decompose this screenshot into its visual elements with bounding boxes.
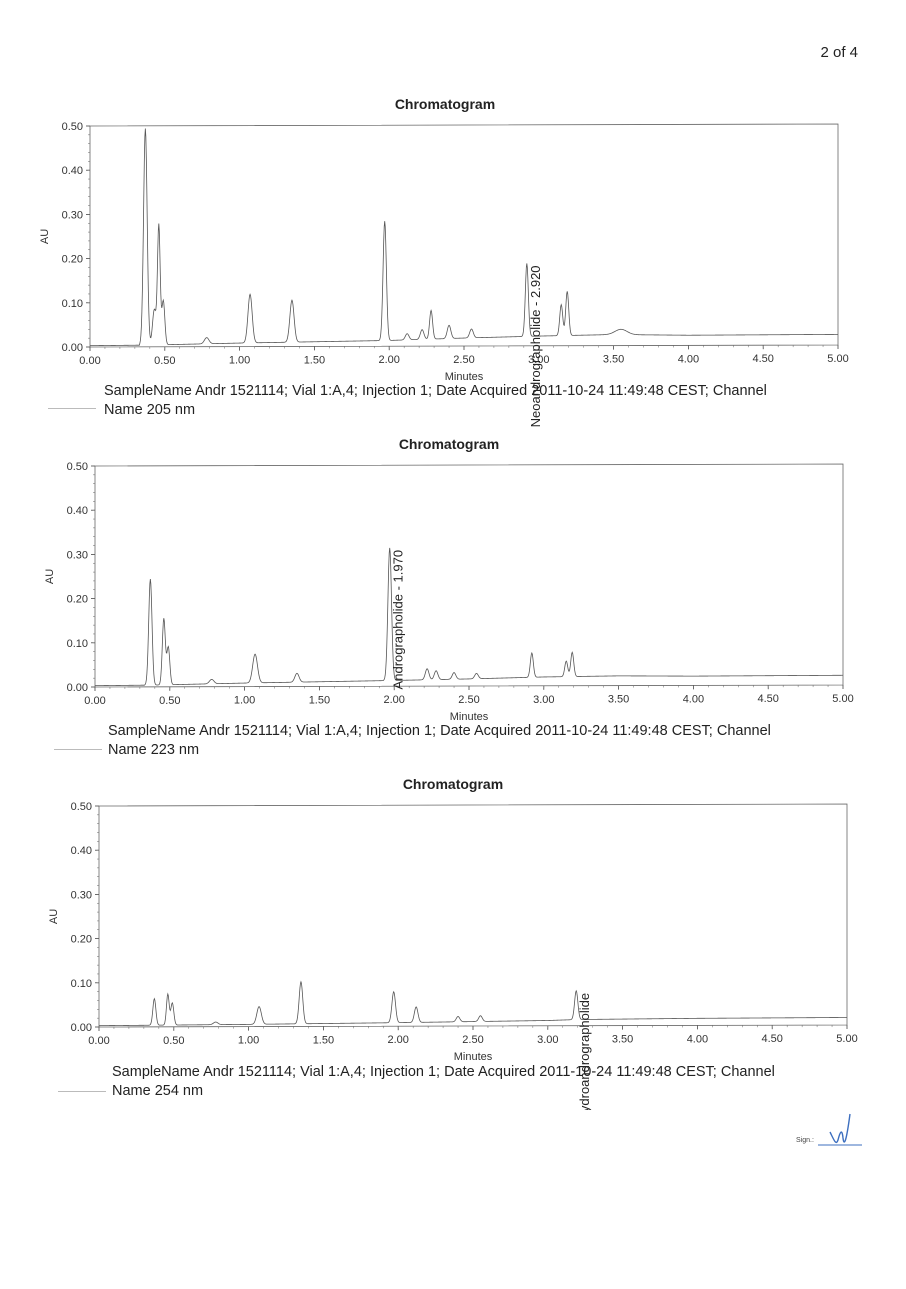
chromatogram-trace [99, 980, 847, 1027]
legend-line-sample [48, 408, 96, 409]
x-tick-label: 3.50 [612, 1034, 633, 1046]
signature-label: Sign.: [796, 1137, 814, 1144]
y-tick-label: 0.20 [71, 934, 92, 946]
chart-svg: Chromatogram 0.00 0.10 0.20 0.30 0.40 0.50 0.00… [48, 776, 858, 1110]
legend-caption: SampleName Andr 1521114; Vial 1:A,4; Inj… [112, 1063, 775, 1101]
signature-block: Sign.: [796, 1110, 866, 1150]
x-tick-label: 4.00 [678, 353, 699, 365]
y-tick-label: 0.40 [67, 505, 88, 517]
y-tick-label: 0.00 [67, 682, 88, 694]
x-tick-label: 1.00 [234, 695, 255, 707]
x-tick-label: 5.00 [836, 1033, 857, 1045]
x-tick-label: 0.50 [159, 695, 180, 707]
x-tick-label: 3.50 [608, 694, 629, 706]
chart-title: Chromatogram [395, 96, 495, 112]
peak-annotation: Andrographolide - 1.970 [391, 550, 406, 690]
y-axis-label: AU [39, 229, 51, 244]
x-tick-label: 2.50 [458, 694, 479, 706]
y-tick-label: 0.10 [62, 298, 83, 310]
legend-line-sample [54, 749, 102, 750]
y-tick-label: 0.50 [62, 121, 83, 133]
signature-mark [818, 1113, 862, 1146]
chart-title: Chromatogram [403, 776, 503, 792]
x-axis-label: Minutes [445, 371, 484, 383]
legend-text-line1: SampleName Andr 1521114; Vial 1:A,4; Inj… [104, 383, 767, 399]
legend-text-line2: Name 254 nm [112, 1083, 204, 1099]
y-tick-label: 0.10 [71, 978, 92, 990]
x-tick-label: 3.00 [537, 1034, 558, 1046]
x-tick-label: 4.50 [761, 1033, 782, 1045]
legend-text-line1: SampleName Andr 1521114; Vial 1:A,4; Inj… [112, 1064, 775, 1080]
y-tick-label: 0.50 [67, 461, 88, 473]
x-tick-label: 2.00 [383, 694, 404, 706]
x-tick-label: 2.50 [462, 1034, 483, 1046]
y-tick-label: 0.40 [62, 165, 83, 177]
chromatogram-254nm: Chromatogram 0.00 0.10 0.20 0.30 0.40 0.50 0.00… [0, 770, 906, 1110]
chromatogram-223nm: Chromatogram 0.00 0.10 0.20 0.30 0.40 0.50 0.00… [0, 430, 906, 770]
x-tick-label: 3.00 [528, 354, 549, 366]
x-tick-label: 0.00 [88, 1035, 109, 1047]
y-tick-label: 0.40 [71, 845, 92, 857]
x-tick-label: 2.50 [453, 354, 474, 366]
peak-annotation: Deoxy-didehydroandrographolide [577, 993, 592, 1110]
x-tick-label: 0.00 [84, 695, 105, 707]
y-axis-label: AU [44, 569, 56, 584]
chromatogram-trace [90, 128, 838, 347]
chart-title: Chromatogram [399, 436, 499, 452]
x-tick-label: 0.00 [79, 355, 100, 367]
x-tick-label: 3.00 [533, 694, 554, 706]
x-tick-label: 1.50 [313, 1034, 334, 1046]
x-tick-label: 1.00 [238, 1035, 259, 1047]
x-tick-label: 0.50 [163, 1035, 184, 1047]
x-tick-label: 4.00 [687, 1033, 708, 1045]
x-tick-label: 0.50 [154, 355, 175, 367]
x-axis-label: Minutes [454, 1051, 493, 1063]
legend-text-line2: Name 205 nm [104, 402, 196, 418]
chart-svg: Chromatogram 0.00 0.10 0.20 0.30 0.40 0.50 0.00… [44, 436, 854, 723]
y-tick-label: 0.00 [62, 342, 83, 354]
legend-caption: SampleName Andr 1521114; Vial 1:A,4; Inj… [104, 382, 767, 420]
chromatogram-205nm: Chromatogram 0.00 0.10 0.20 0.30 0.40 0.50 0.00… [0, 90, 906, 430]
y-tick-label: 0.30 [62, 209, 83, 221]
legend-text-line2: Name 223 nm [108, 742, 200, 758]
y-tick-label: 0.50 [71, 801, 92, 813]
x-tick-label: 4.00 [683, 693, 704, 705]
y-tick-label: 0.30 [67, 549, 88, 561]
x-tick-label: 2.00 [378, 354, 399, 366]
x-tick-label: 3.50 [603, 354, 624, 366]
x-tick-label: 1.00 [229, 355, 250, 367]
y-axis-label: AU [48, 909, 60, 924]
x-tick-label: 5.00 [832, 693, 853, 705]
y-tick-label: 0.20 [62, 254, 83, 266]
page-number: 2 of 4 [820, 44, 858, 61]
plot-frame [94, 463, 844, 688]
x-axis-label: Minutes [450, 711, 489, 723]
x-tick-label: 1.50 [304, 354, 325, 366]
peak-annotation: Neoandrographolide - 2.920 [528, 265, 543, 427]
plot-frame [98, 803, 848, 1028]
y-tick-label: 0.20 [67, 594, 88, 606]
chart-svg: Chromatogram 0.00 0.10 0.20 0.30 0.40 0.50 0.00… [39, 96, 849, 427]
x-tick-label: 2.00 [387, 1034, 408, 1046]
legend-caption: SampleName Andr 1521114; Vial 1:A,4; Inj… [108, 722, 771, 760]
x-tick-label: 5.00 [827, 353, 848, 365]
legend-line-sample [58, 1091, 106, 1092]
x-tick-label: 1.50 [309, 694, 330, 706]
y-tick-label: 0.10 [67, 638, 88, 650]
y-tick-label: 0.30 [71, 889, 92, 901]
plot-frame [89, 123, 839, 348]
legend-text-line1: SampleName Andr 1521114; Vial 1:A,4; Inj… [108, 723, 771, 739]
x-tick-label: 4.50 [757, 693, 778, 705]
x-tick-label: 4.50 [752, 353, 773, 365]
y-tick-label: 0.00 [71, 1022, 92, 1034]
chromatogram-trace [95, 547, 843, 687]
